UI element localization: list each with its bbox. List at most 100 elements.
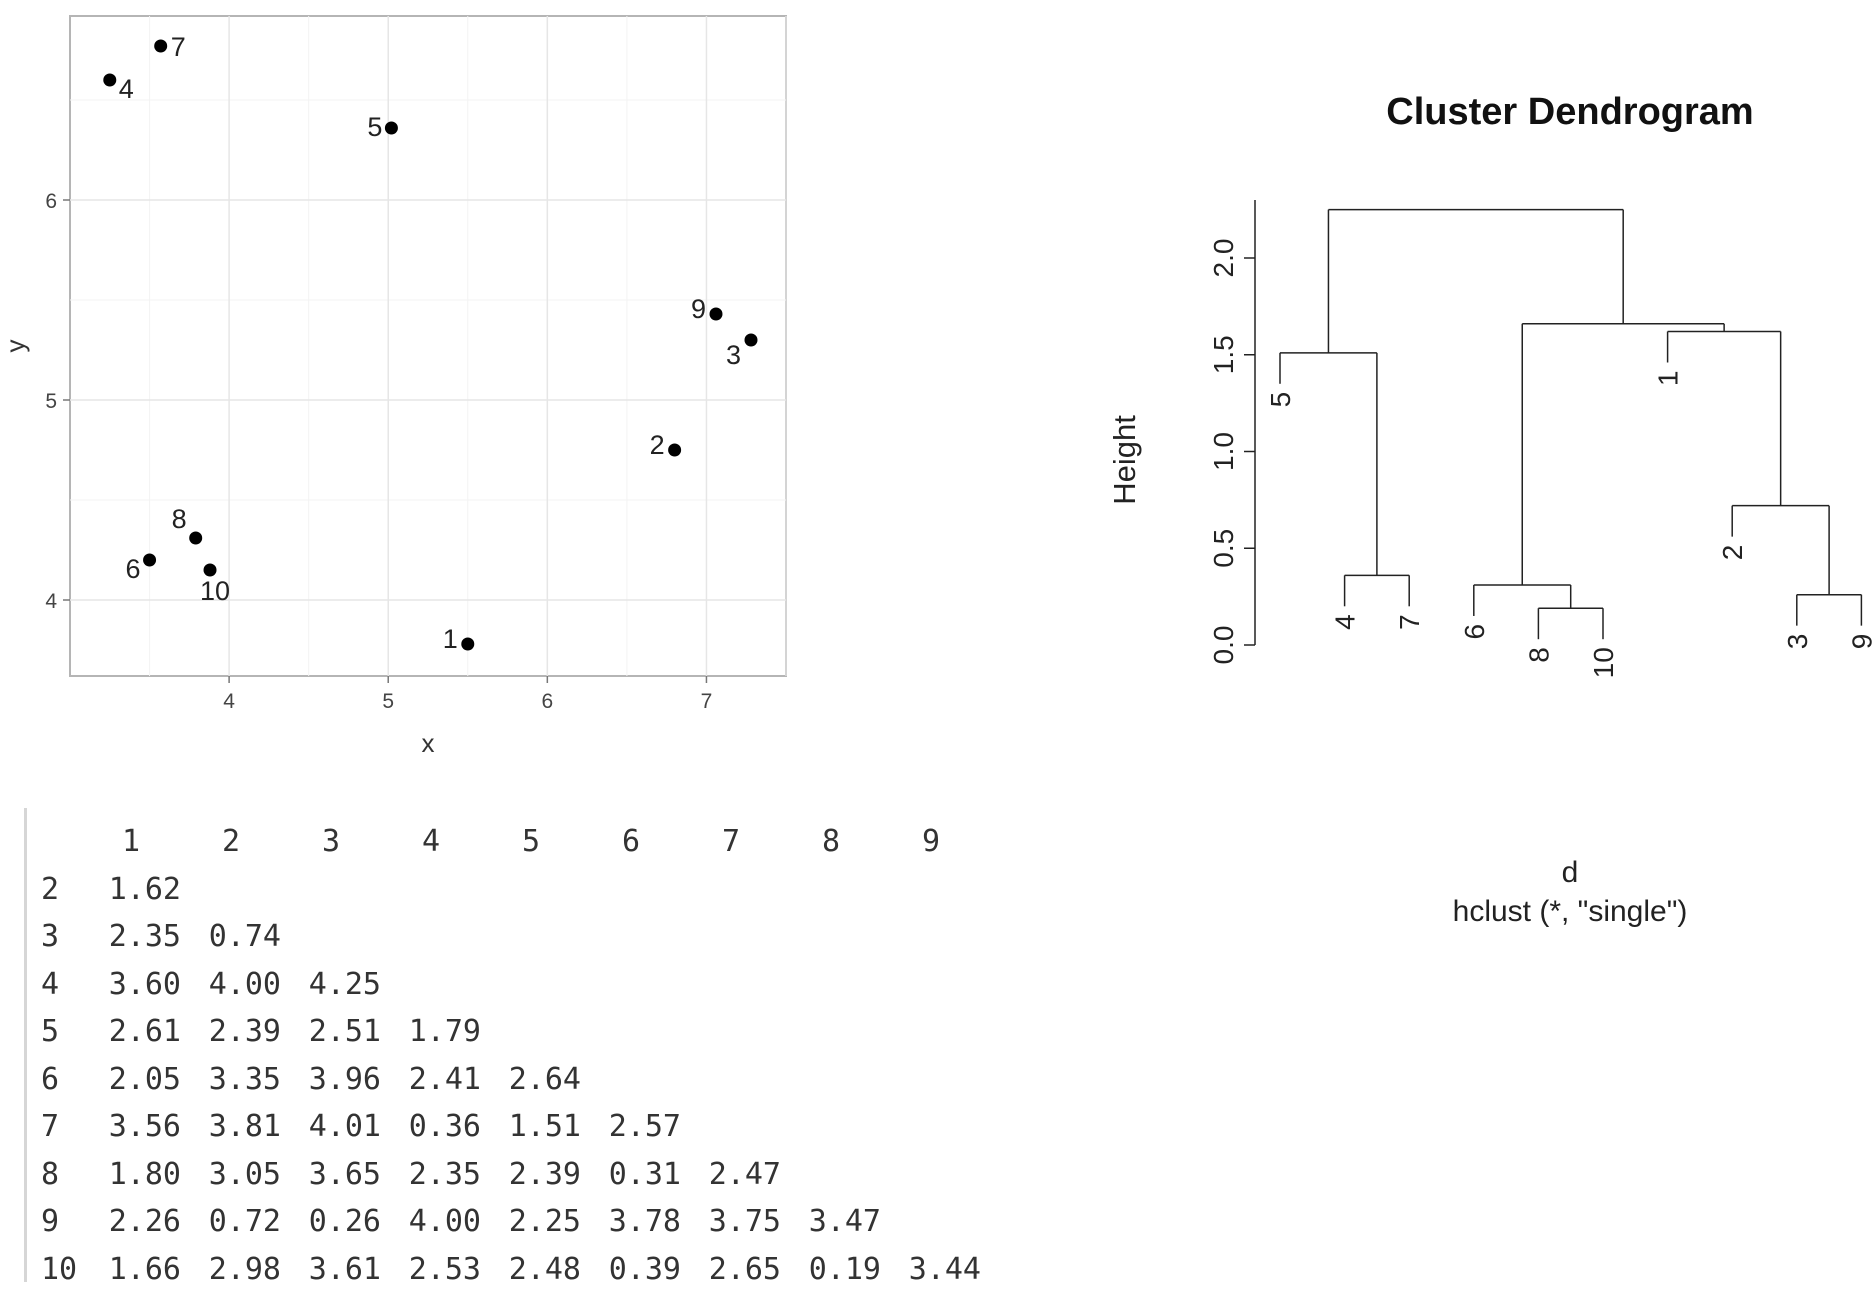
matrix-cell [581, 1008, 681, 1056]
leaf-label-3: 3 [1782, 634, 1813, 650]
matrix-cell [581, 913, 681, 961]
matrix-cell [781, 866, 881, 914]
matrix-cell: 2.61 [81, 1008, 181, 1056]
matrix-row-label: 4 [41, 961, 81, 1009]
matrix-cell: 2.51 [281, 1008, 381, 1056]
matrix-row-label: 10 [41, 1246, 81, 1293]
point-label-7: 7 [171, 32, 186, 62]
matrix-cell [681, 1056, 781, 1104]
x-tick-label: 5 [382, 690, 394, 713]
height-tick-label: 1.0 [1208, 432, 1239, 471]
matrix-cell [881, 866, 981, 914]
matrix-cell: 2.35 [81, 913, 181, 961]
matrix-cell [781, 961, 881, 1009]
matrix-cell [881, 1008, 981, 1056]
matrix-column-header: 1 [81, 818, 181, 866]
matrix-cell [481, 913, 581, 961]
matrix-cell: 4.00 [381, 1198, 481, 1246]
matrix-cell: 2.47 [681, 1151, 781, 1199]
matrix-cell: 2.98 [181, 1246, 281, 1293]
matrix-cell [881, 913, 981, 961]
data-point-5 [385, 122, 398, 135]
dendrogram: Cluster Dendrogram Height 0.00.51.01.52.… [1080, 0, 1874, 960]
matrix-cell [881, 1151, 981, 1199]
matrix-cell [681, 1008, 781, 1056]
matrix-column-header: 6 [581, 818, 681, 866]
point-label-2: 2 [650, 430, 665, 460]
height-tick-label: 1.5 [1208, 335, 1239, 374]
data-point-4 [103, 74, 116, 87]
data-point-9 [709, 308, 722, 321]
point-label-4: 4 [119, 74, 134, 104]
matrix-column-header: 8 [781, 818, 881, 866]
matrix-cell: 3.05 [181, 1151, 281, 1199]
matrix-column-header: 9 [881, 818, 981, 866]
matrix-cell: 0.74 [181, 913, 281, 961]
matrix-cell: 2.35 [381, 1151, 481, 1199]
matrix-cell [581, 866, 681, 914]
matrix-cell: 3.47 [781, 1198, 881, 1246]
matrix-cell: 2.39 [181, 1008, 281, 1056]
matrix-cell [781, 1056, 881, 1104]
matrix-cell [681, 913, 781, 961]
matrix-cell [881, 1198, 981, 1246]
leaf-label-2: 2 [1717, 545, 1748, 561]
matrix-cell [881, 1056, 981, 1104]
matrix-cell [581, 1056, 681, 1104]
matrix-cell: 2.48 [481, 1246, 581, 1293]
y-tick-label: 4 [45, 590, 57, 613]
matrix-column-header: 2 [181, 818, 281, 866]
matrix-cell: 3.44 [881, 1246, 981, 1293]
dendrogram-subtitle: hclust (*, "single") [1453, 895, 1688, 928]
matrix-cell [881, 961, 981, 1009]
matrix-cell: 1.80 [81, 1151, 181, 1199]
matrix-cell [481, 961, 581, 1009]
plot-panel [70, 16, 786, 676]
leaf-labels: 54768101239 [1265, 370, 1874, 678]
matrix-cell: 2.41 [381, 1056, 481, 1104]
height-axis-label: Height [1107, 415, 1142, 505]
y-tick-label: 5 [45, 390, 57, 413]
matrix-row-label: 9 [41, 1198, 81, 1246]
matrix-cell [381, 866, 481, 914]
matrix-cell: 1.66 [81, 1246, 181, 1293]
leaf-label-4: 4 [1330, 614, 1361, 630]
leaf-label-5: 5 [1265, 392, 1296, 408]
matrix-cell: 2.39 [481, 1151, 581, 1199]
matrix-cell [381, 961, 481, 1009]
matrix-row-label: 6 [41, 1056, 81, 1104]
matrix-cell: 3.81 [181, 1103, 281, 1151]
matrix-cell [681, 866, 781, 914]
dendrogram-title: Cluster Dendrogram [1386, 91, 1753, 133]
matrix-cell [481, 866, 581, 914]
data-point-2 [668, 444, 681, 457]
point-label-10: 10 [200, 576, 230, 606]
matrix-cell: 2.26 [81, 1198, 181, 1246]
point-label-3: 3 [726, 340, 741, 370]
matrix-cell [681, 961, 781, 1009]
matrix-cell: 0.72 [181, 1198, 281, 1246]
matrix-cell [481, 1008, 581, 1056]
matrix-cell: 1.79 [381, 1008, 481, 1056]
matrix-cell [181, 866, 281, 914]
matrix-cell [781, 1151, 881, 1199]
matrix-cell: 3.75 [681, 1198, 781, 1246]
matrix-cell: 4.01 [281, 1103, 381, 1151]
data-point-3 [744, 334, 757, 347]
leaf-label-9: 9 [1846, 634, 1874, 650]
point-label-1: 1 [443, 624, 458, 654]
matrix-cell: 0.26 [281, 1198, 381, 1246]
data-point-10 [204, 564, 217, 577]
matrix-cell: 3.78 [581, 1198, 681, 1246]
matrix-cell [781, 1103, 881, 1151]
matrix-cell [281, 913, 381, 961]
matrix-row-label: 7 [41, 1103, 81, 1151]
point-label-6: 6 [126, 554, 141, 584]
matrix-cell: 1.51 [481, 1103, 581, 1151]
